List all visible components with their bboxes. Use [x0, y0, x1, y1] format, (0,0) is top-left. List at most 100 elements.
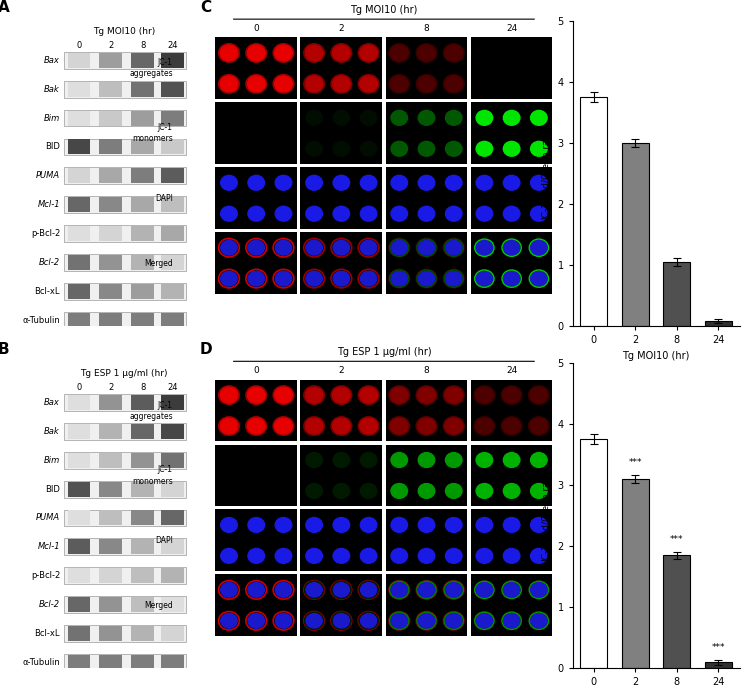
- Bar: [300, 380, 382, 442]
- Text: 24: 24: [506, 366, 517, 375]
- Circle shape: [247, 418, 265, 434]
- Circle shape: [418, 582, 435, 597]
- Circle shape: [220, 76, 238, 92]
- FancyBboxPatch shape: [67, 284, 90, 299]
- Circle shape: [360, 548, 377, 564]
- Circle shape: [476, 517, 493, 533]
- Y-axis label: JC-1 Red/Green ratio: JC-1 Red/Green ratio: [543, 127, 552, 220]
- Circle shape: [475, 418, 493, 434]
- Circle shape: [360, 206, 377, 221]
- FancyBboxPatch shape: [63, 481, 186, 497]
- FancyBboxPatch shape: [67, 482, 90, 497]
- FancyBboxPatch shape: [63, 654, 186, 670]
- Circle shape: [333, 141, 350, 156]
- FancyBboxPatch shape: [63, 254, 186, 271]
- Bar: [385, 232, 468, 294]
- Circle shape: [445, 484, 462, 498]
- Text: JC-1
aggregates: JC-1 aggregates: [129, 400, 173, 420]
- Circle shape: [530, 613, 547, 628]
- Circle shape: [476, 206, 493, 221]
- Text: α-Tubulin: α-Tubulin: [22, 658, 60, 667]
- FancyBboxPatch shape: [63, 52, 186, 69]
- Bar: [300, 103, 382, 164]
- FancyBboxPatch shape: [131, 82, 154, 96]
- FancyBboxPatch shape: [131, 482, 154, 497]
- Circle shape: [391, 517, 408, 533]
- FancyBboxPatch shape: [99, 313, 122, 327]
- Text: 2: 2: [338, 366, 344, 375]
- FancyBboxPatch shape: [67, 597, 90, 612]
- Text: 8: 8: [140, 382, 145, 391]
- Circle shape: [418, 387, 436, 403]
- Circle shape: [503, 271, 520, 286]
- Circle shape: [275, 176, 292, 190]
- Circle shape: [418, 240, 435, 255]
- Bar: [215, 575, 297, 636]
- Circle shape: [445, 582, 462, 597]
- Bar: [215, 103, 297, 164]
- Circle shape: [248, 206, 264, 221]
- Circle shape: [475, 387, 493, 403]
- FancyBboxPatch shape: [131, 255, 154, 270]
- FancyBboxPatch shape: [99, 395, 122, 410]
- FancyBboxPatch shape: [67, 424, 90, 439]
- Circle shape: [248, 517, 264, 533]
- FancyBboxPatch shape: [99, 226, 122, 241]
- Circle shape: [333, 110, 350, 125]
- Circle shape: [476, 548, 493, 564]
- FancyBboxPatch shape: [63, 625, 186, 641]
- Text: D: D: [200, 342, 213, 357]
- Circle shape: [391, 582, 408, 597]
- Circle shape: [359, 45, 377, 61]
- Text: DAPI: DAPI: [155, 194, 173, 203]
- Text: ***: ***: [629, 458, 642, 467]
- Bar: [385, 509, 468, 571]
- FancyBboxPatch shape: [67, 255, 90, 270]
- Circle shape: [391, 613, 408, 628]
- Circle shape: [332, 76, 350, 92]
- Circle shape: [333, 484, 350, 498]
- Circle shape: [306, 613, 323, 628]
- Text: JC-1
monomers: JC-1 monomers: [132, 123, 173, 143]
- FancyBboxPatch shape: [131, 395, 154, 410]
- FancyBboxPatch shape: [131, 424, 154, 439]
- Circle shape: [247, 76, 265, 92]
- FancyBboxPatch shape: [63, 138, 186, 155]
- Circle shape: [445, 613, 462, 628]
- Text: 0: 0: [253, 366, 259, 375]
- Circle shape: [530, 517, 547, 533]
- Text: ***: ***: [670, 535, 684, 544]
- Circle shape: [220, 548, 238, 564]
- Text: Tg ESP 1 μg/ml (hr): Tg ESP 1 μg/ml (hr): [337, 347, 431, 357]
- Circle shape: [275, 517, 292, 533]
- FancyBboxPatch shape: [67, 313, 90, 327]
- Circle shape: [306, 110, 323, 125]
- FancyBboxPatch shape: [161, 424, 184, 439]
- Text: PUMA: PUMA: [36, 513, 60, 522]
- Text: Mcl-1: Mcl-1: [37, 200, 60, 209]
- FancyBboxPatch shape: [161, 655, 184, 670]
- Circle shape: [220, 240, 238, 255]
- Circle shape: [275, 582, 292, 597]
- Circle shape: [444, 45, 462, 61]
- Bar: [471, 167, 553, 229]
- Bar: [300, 444, 382, 506]
- FancyBboxPatch shape: [67, 453, 90, 468]
- Bar: [471, 509, 553, 571]
- Circle shape: [306, 582, 323, 597]
- FancyBboxPatch shape: [63, 452, 186, 469]
- Circle shape: [391, 141, 408, 156]
- FancyBboxPatch shape: [161, 597, 184, 612]
- FancyBboxPatch shape: [161, 453, 184, 468]
- Circle shape: [445, 271, 462, 286]
- Circle shape: [445, 548, 462, 564]
- FancyBboxPatch shape: [67, 626, 90, 641]
- Text: Bcl-2: Bcl-2: [39, 600, 60, 609]
- Text: Bax: Bax: [44, 398, 60, 407]
- Bar: [385, 37, 468, 99]
- FancyBboxPatch shape: [131, 511, 154, 526]
- Bar: [663, 555, 690, 668]
- Circle shape: [503, 548, 520, 564]
- Circle shape: [530, 141, 547, 156]
- Circle shape: [274, 76, 292, 92]
